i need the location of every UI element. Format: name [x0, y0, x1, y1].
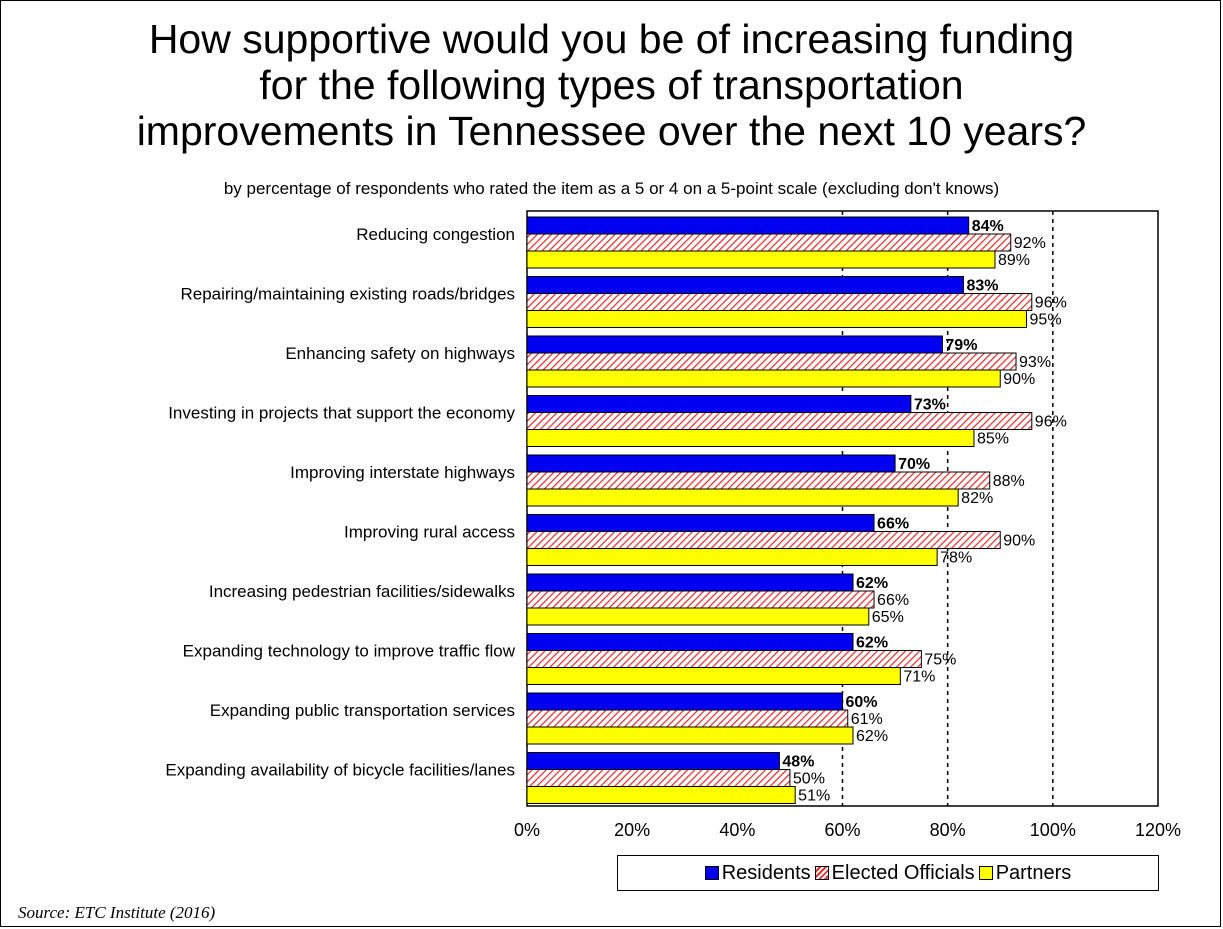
data-label-partners: 78%	[940, 550, 972, 567]
data-label-residents: 79%	[945, 337, 977, 354]
legend-item-partners: Partners	[978, 861, 1072, 885]
bar-partners	[526, 548, 938, 566]
data-label-residents: 62%	[856, 575, 888, 592]
category-label: Expanding availability of bicycle facili…	[165, 761, 515, 780]
data-label-partners: 71%	[903, 669, 935, 686]
x-tick-label: 0%	[514, 820, 540, 840]
data-label-elected-officials: 75%	[924, 652, 956, 669]
category-label: Investing in projects that support the e…	[168, 404, 515, 423]
bar-partners	[526, 488, 959, 507]
chart-subtitle: by percentage of respondents who rated t…	[223, 179, 1000, 198]
data-label-partners: 62%	[856, 728, 888, 745]
legend-swatch-partners	[978, 866, 993, 880]
x-tick-label: 40%	[719, 820, 755, 840]
bar-partners	[526, 429, 975, 447]
legend-label-elected-officials: Elected Officials	[831, 861, 975, 884]
bar-residents	[526, 395, 912, 413]
data-label-residents: 84%	[972, 218, 1004, 235]
title-line-3: improvements in Tennessee over the next …	[136, 108, 1087, 154]
data-label-elected-officials: 90%	[1003, 533, 1035, 550]
chart-title: How supportive would you be of increasin…	[0, 16, 1223, 154]
data-label-partners: 65%	[872, 609, 904, 626]
title-line-1: How supportive would you be of increasin…	[148, 16, 1075, 62]
x-tick-label: 60%	[824, 820, 860, 840]
bar-residents	[526, 752, 780, 770]
data-label-elected-officials: 93%	[1019, 354, 1051, 371]
bar-partners	[526, 369, 1001, 388]
bar-elected-officials	[526, 233, 1012, 252]
data-label-partners: 89%	[998, 252, 1030, 269]
bar-elected-officials	[526, 412, 1033, 430]
data-label-partners: 90%	[1003, 371, 1035, 388]
bar-residents	[526, 454, 896, 473]
legend-label-partners: Partners	[995, 861, 1072, 884]
data-label-residents: 48%	[782, 754, 814, 771]
bar-elected-officials	[526, 590, 875, 609]
bar-residents	[526, 335, 943, 354]
bar-residents	[526, 633, 854, 651]
bar-elected-officials	[526, 531, 1001, 549]
category-label: Increasing pedestrian facilities/sidewal…	[209, 582, 515, 601]
bar-elected-officials	[526, 709, 849, 728]
bar-partners	[526, 726, 854, 745]
data-label-residents: 83%	[966, 278, 998, 295]
data-label-partners: 51%	[798, 788, 830, 805]
category-label: Reducing congestion	[356, 225, 515, 244]
bar-elected-officials	[526, 650, 922, 668]
legend-swatch-residents	[704, 866, 719, 880]
data-label-residents: 70%	[898, 456, 930, 473]
data-label-elected-officials: 66%	[877, 592, 909, 609]
data-label-partners: 95%	[1030, 312, 1062, 329]
data-label-elected-officials: 88%	[993, 473, 1025, 490]
category-label: Improving interstate highways	[290, 463, 515, 482]
data-label-partners: 82%	[961, 490, 993, 507]
legend: Residents Elected Officials Partners	[617, 855, 1159, 891]
bar-residents	[526, 514, 875, 532]
source-note: Source: ETC Institute (2016)	[18, 903, 216, 922]
x-tick-label: 20%	[614, 820, 650, 840]
bar-partners	[526, 607, 870, 626]
bar-elected-officials	[526, 471, 991, 490]
data-label-elected-officials: 61%	[851, 711, 883, 728]
bar-partners	[526, 786, 796, 804]
data-label-residents: 60%	[846, 694, 878, 711]
category-label: Expanding public transportation services	[210, 701, 515, 720]
category-label: Repairing/maintaining existing roads/bri…	[180, 285, 515, 304]
data-label-elected-officials: 96%	[1035, 414, 1067, 431]
bar-residents	[526, 216, 970, 235]
legend-item-residents: Residents	[704, 861, 811, 885]
bar-elected-officials	[526, 769, 791, 787]
bar-residents	[526, 692, 843, 711]
bar-partners	[526, 250, 996, 269]
data-label-residents: 62%	[856, 635, 888, 652]
category-label: Improving rural access	[344, 523, 515, 542]
plot-area: Reducing congestion 84% 92%89% Repairing/ma…	[165, 210, 1181, 840]
category-label: Expanding technology to improve traffic …	[183, 642, 516, 661]
category-label: Enhancing safety on highways	[285, 344, 515, 363]
data-label-elected-officials: 50%	[793, 771, 825, 788]
x-tick-label: 80%	[930, 820, 966, 840]
data-label-residents: 66%	[877, 516, 909, 533]
data-label-residents: 73%	[914, 397, 946, 414]
data-label-elected-officials: 92%	[1014, 235, 1046, 252]
legend-item-elected-officials: Elected Officials	[814, 861, 975, 885]
legend-label-residents: Residents	[721, 861, 811, 884]
legend-swatch-elected-officials	[814, 866, 829, 880]
bar-elected-officials	[526, 293, 1033, 311]
bar-residents	[526, 573, 854, 592]
x-tick-label: 120%	[1135, 820, 1181, 840]
title-line-2: for the following types of transportatio…	[259, 62, 964, 108]
x-tick-label: 100%	[1030, 820, 1076, 840]
data-label-partners: 85%	[977, 431, 1009, 448]
data-label-elected-officials: 96%	[1035, 295, 1067, 312]
bar-partners	[526, 667, 901, 685]
bar-partners	[526, 310, 1028, 328]
bar-elected-officials	[526, 352, 1017, 371]
bar-residents	[526, 276, 964, 294]
